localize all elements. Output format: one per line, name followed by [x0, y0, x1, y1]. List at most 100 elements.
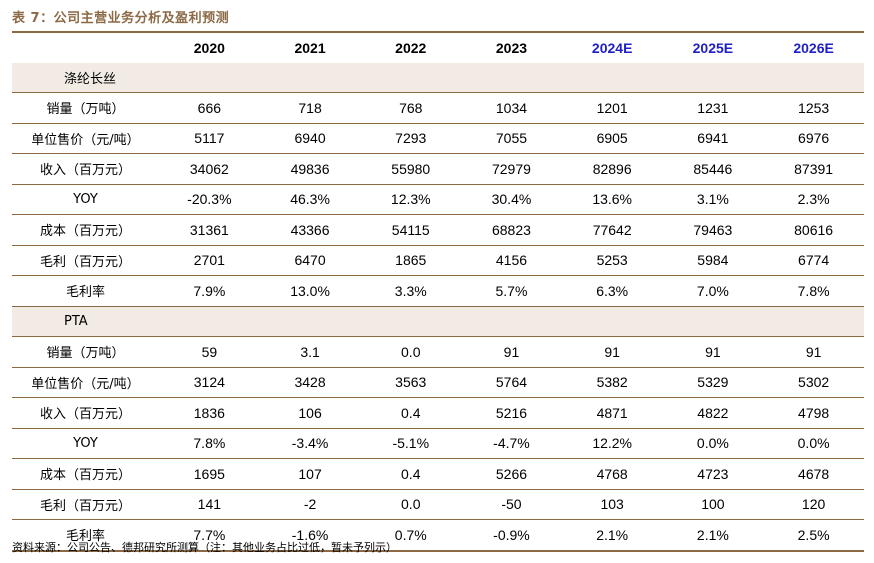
- source-footnote: 资料来源：公司公告、德邦研究所测算（注：其他业务占比过低，暂未予列示）: [12, 541, 397, 554]
- table-cell: 1865: [360, 245, 462, 276]
- table-cell: 3.3%: [360, 275, 462, 307]
- table-row: 单位售价（元/吨） 3124 3428 3563 5764 5382 5329 5302: [12, 367, 864, 398]
- table-cell: 7.7%: [159, 519, 260, 552]
- row-label: 毛利率: [12, 275, 159, 307]
- table-cell: 4822: [662, 397, 764, 429]
- table-cell: 0.0%: [662, 428, 764, 459]
- table-cell: 4156: [461, 245, 562, 276]
- header-cell: [12, 33, 159, 63]
- row-label: 毛利（百万元）: [12, 245, 159, 276]
- table-cell: 6940: [259, 123, 361, 154]
- header-cell-estimate: 2026E: [793, 39, 834, 56]
- table-cell: 3563: [360, 367, 462, 398]
- table-row: 毛利（百万元） 141 -2 0.0 -50 103 100 120: [12, 489, 864, 520]
- table-cell: 5.7%: [461, 275, 562, 307]
- table-cell: 2.5%: [763, 519, 864, 552]
- table-cell: 768: [360, 92, 462, 124]
- row-label: YOY: [12, 184, 159, 215]
- table-cell: 7.8%: [763, 275, 864, 307]
- table-cell: 0.0: [360, 336, 462, 368]
- table-cell: 4723: [662, 458, 764, 490]
- table-cell: 3.1%: [662, 184, 764, 215]
- table-cell: 718: [259, 92, 361, 124]
- row-label: 收入（百万元）: [12, 153, 159, 185]
- table-cell: 1201: [561, 92, 663, 124]
- table-cell: 34062: [159, 153, 260, 185]
- table-cell: 2.1%: [662, 519, 764, 552]
- header-cell: 2022: [395, 39, 427, 56]
- table-row: YOY 7.8% -3.4% -5.1% -4.7% 12.2% 0.0% 0.0%: [12, 428, 864, 459]
- table-cell: -0.9%: [461, 519, 562, 552]
- table-cell: 13.0%: [259, 275, 361, 307]
- table-cell: 12.3%: [360, 184, 462, 215]
- table-cell: -5.1%: [360, 428, 462, 459]
- table-cell: 1034: [461, 92, 562, 124]
- table-cell: 5302: [763, 367, 864, 398]
- table-cell: 0.4: [360, 397, 462, 429]
- section-row: 涤纶长丝: [12, 62, 864, 93]
- table-cell: 72979: [461, 153, 562, 185]
- table-cell: 77642: [561, 214, 663, 246]
- table-cell: 141: [159, 489, 260, 520]
- table-cell: 79463: [662, 214, 764, 246]
- table-cell: 5117: [159, 123, 260, 154]
- table-cell: 31361: [159, 214, 260, 246]
- table-row: 成本（百万元） 1695 107 0.4 5266 4768 4723 4678: [12, 458, 864, 490]
- table-row: 销量（万吨） 59 3.1 0.0 91 91 91 91: [12, 336, 864, 368]
- table-row: 毛利率 7.7% -1.6% 0.7% -0.9% 2.1% 2.1% 2.5%: [12, 519, 864, 552]
- table-cell: 2.3%: [763, 184, 864, 215]
- table-cell: 7.8%: [159, 428, 260, 459]
- table-cell: 100: [662, 489, 764, 520]
- section-title: 涤纶长丝: [12, 62, 864, 93]
- table-cell: 91: [763, 336, 864, 368]
- table-cell: 87391: [763, 153, 864, 185]
- table-cell: 2701: [159, 245, 260, 276]
- table-cell: 5266: [461, 458, 562, 490]
- row-label: 收入（百万元）: [12, 397, 159, 429]
- table-row: 成本（百万元） 31361 43366 54115 68823 77642 79463 806…: [12, 214, 864, 246]
- table-cell: 49836: [259, 153, 361, 185]
- table-cell: 55980: [360, 153, 462, 185]
- table-cell: 5329: [662, 367, 764, 398]
- table-cell: 59: [159, 336, 260, 368]
- table-cell: 6774: [763, 245, 864, 276]
- table-cell: 3124: [159, 367, 260, 398]
- table-cell: -20.3%: [159, 184, 260, 215]
- table-cell: 91: [561, 336, 663, 368]
- table-cell: 91: [662, 336, 764, 368]
- table-cell: 0.0: [360, 489, 462, 520]
- row-label: 成本（百万元）: [12, 458, 159, 490]
- table-cell: 106: [259, 397, 361, 429]
- table-cell: 7293: [360, 123, 462, 154]
- row-label: 销量（万吨）: [12, 92, 159, 124]
- table-row: 毛利率 7.9% 13.0% 3.3% 5.7% 6.3% 7.0% 7.8%: [12, 275, 864, 307]
- table-cell: 4871: [561, 397, 663, 429]
- table-cell: 1231: [662, 92, 764, 124]
- top-rule: [12, 31, 864, 33]
- section-row: PTA: [12, 306, 864, 337]
- header-cell-estimate: 2024E: [591, 39, 633, 56]
- table-cell: 80616: [763, 214, 864, 246]
- table-cell: 7.9%: [159, 275, 260, 307]
- header-cell: 2023: [495, 39, 528, 56]
- row-label: 成本（百万元）: [12, 214, 159, 246]
- table-cell: 6976: [763, 123, 864, 154]
- table-cell: 120: [763, 489, 864, 520]
- row-label: 毛利率: [12, 519, 159, 552]
- table-cell: 4678: [763, 458, 864, 490]
- table-cell: 4798: [763, 397, 864, 429]
- table-cell: 54115: [360, 214, 462, 246]
- table-cell: 6905: [561, 123, 663, 154]
- financial-table: 2020 2021 2022 2023 2024E 2025E 2026E 涤纶…: [12, 33, 864, 552]
- table-cell: 85446: [662, 153, 764, 185]
- table-cell: -1.6%: [259, 519, 361, 552]
- table-cell: 3428: [259, 367, 361, 398]
- table-cell: 68823: [461, 214, 562, 246]
- table-cell: 2.1%: [561, 519, 663, 552]
- table-cell: 107: [259, 458, 361, 490]
- table-row: 单位售价（元/吨） 5117 6940 7293 7055 6905 6941 6976: [12, 123, 864, 154]
- table-title: 表 7：公司主营业务分析及盈利预测: [12, 11, 230, 26]
- table-cell: 7055: [461, 123, 562, 154]
- table-cell: -2: [259, 489, 361, 520]
- table-cell: 43366: [259, 214, 361, 246]
